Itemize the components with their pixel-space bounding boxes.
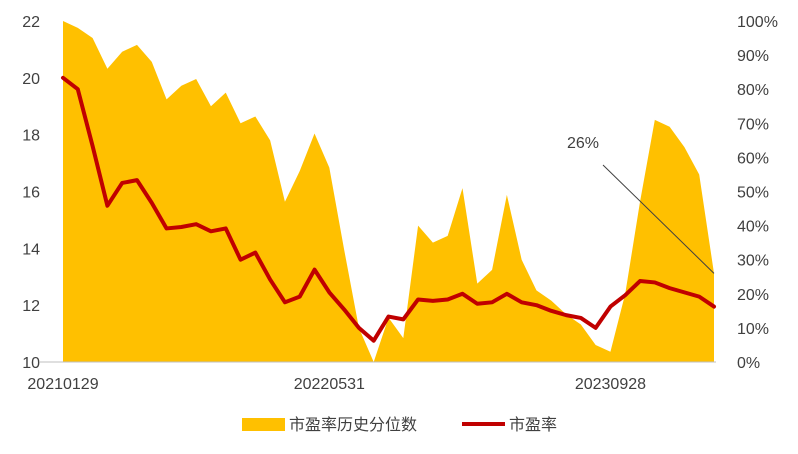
y-left-tick-label: 12: [22, 298, 40, 315]
x-tick-label: 20220531: [294, 376, 365, 393]
x-tick-label: 20230928: [575, 376, 646, 393]
y-left-tick-label: 14: [22, 241, 40, 258]
x-tick-label: 20210129: [27, 376, 98, 393]
legend-label-line: 市盈率: [509, 415, 557, 434]
y-left-tick-label: 18: [22, 128, 40, 145]
y-left-tick-label: 22: [22, 14, 40, 31]
y-right-tick-label: 40%: [737, 219, 769, 236]
annotation-label: 26%: [567, 135, 599, 152]
y-right-tick-label: 30%: [737, 253, 769, 270]
y-right-tick-label: 100%: [737, 14, 778, 31]
y-left-tick-label: 10: [22, 355, 40, 372]
y-right-tick-label: 60%: [737, 150, 769, 167]
series-area-pe-percentile: [63, 21, 714, 362]
y-left-tick-label: 20: [22, 71, 40, 88]
y-right-tick-label: 0%: [737, 355, 760, 372]
y-right-tick-label: 80%: [737, 82, 769, 99]
y-left-tick-label: 16: [22, 185, 40, 202]
y-right-tick-label: 20%: [737, 287, 769, 304]
legend-swatch-area: [242, 418, 285, 431]
y-right-tick-label: 50%: [737, 185, 769, 202]
y-right-tick-label: 70%: [737, 116, 769, 133]
y-right-tick-label: 90%: [737, 48, 769, 65]
y-right-tick-label: 10%: [737, 321, 769, 338]
legend-label-area: 市盈率历史分位数: [289, 415, 417, 434]
annotation-leader-line: [602, 164, 715, 274]
series-line-pe: [61, 75, 716, 343]
